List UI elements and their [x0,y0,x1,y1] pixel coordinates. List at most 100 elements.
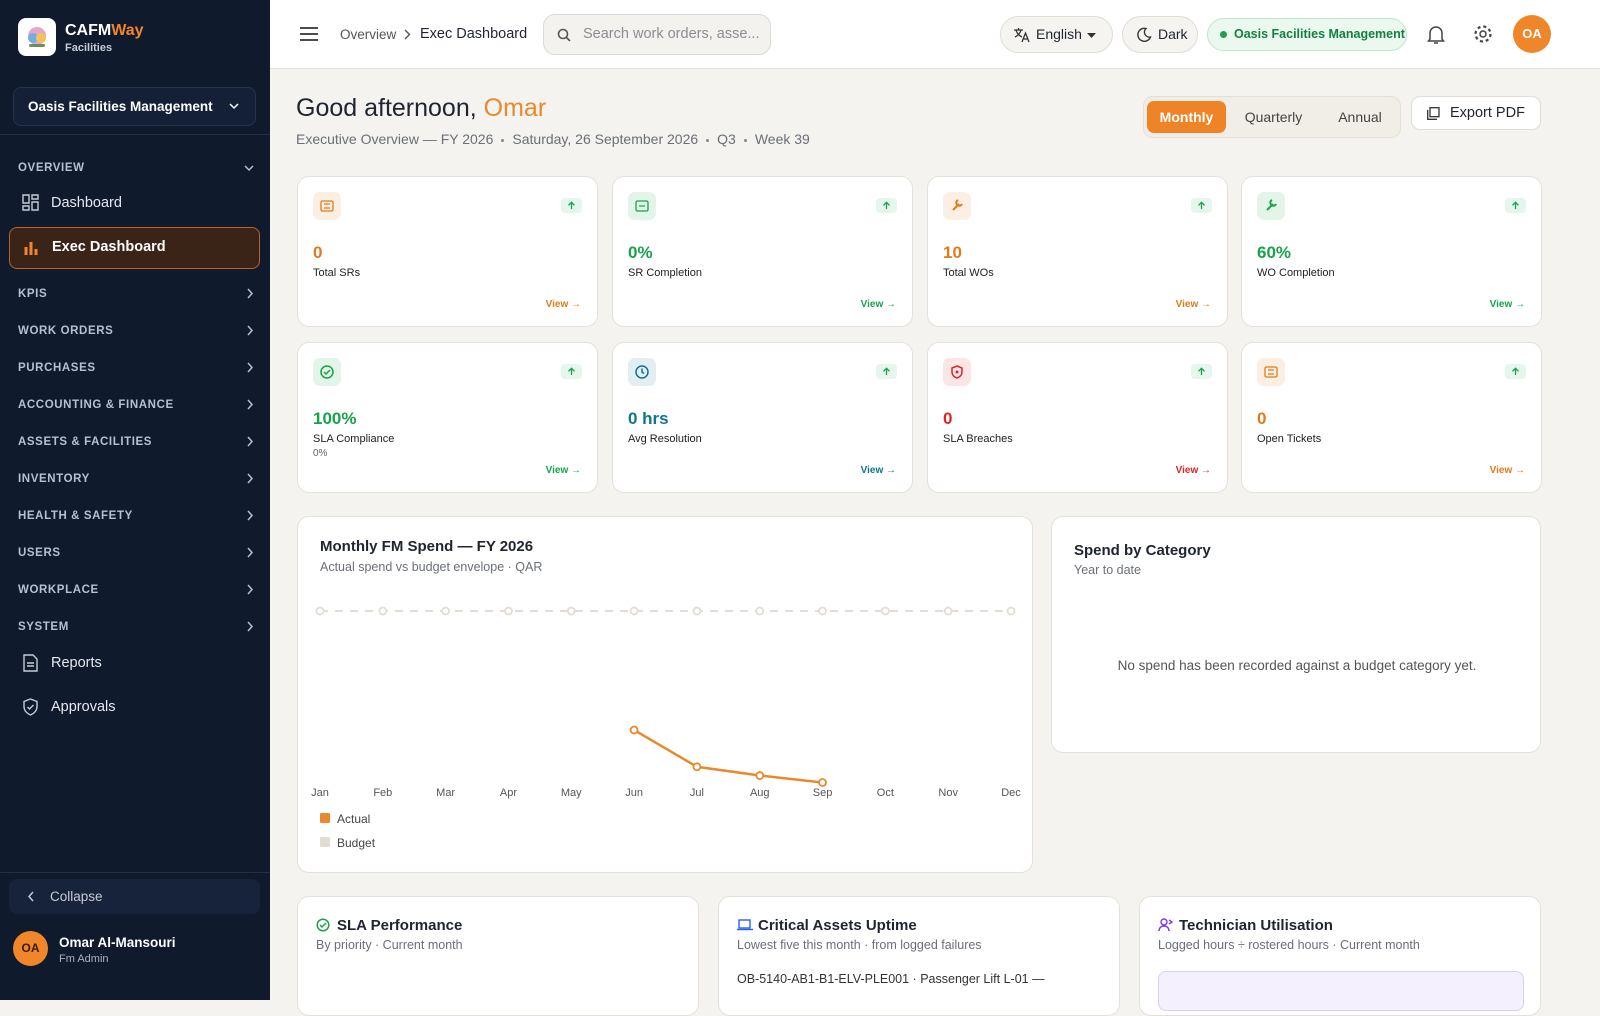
kpi-value: 0 [1257,409,1267,428]
nav-section[interactable]: SYSTEM [18,617,258,637]
org-select[interactable]: Oasis Facilities Management [13,87,256,126]
kpi-label: WO Completion [1257,267,1335,279]
x-tick-label: Jun [625,787,643,799]
breadcrumb-root[interactable]: Overview [340,27,397,42]
x-tick-label: Sep [813,787,833,799]
avatar[interactable]: OA [1513,15,1551,53]
kpi-card: 60% WO Completion View → [1241,176,1542,327]
search[interactable]: Search work orders, asse... [543,14,771,55]
kpi-value: 0% [628,243,653,262]
brand-b: Way [111,22,144,39]
legend-swatch [320,837,330,847]
trend-badge [876,364,897,379]
export-button[interactable]: Export PDF [1411,96,1541,130]
series-point [441,606,451,616]
kpi-icon [313,358,341,386]
period-tab[interactable]: Annual [1338,109,1382,125]
logo [18,18,56,56]
nav-section-label: PURCHASES [18,362,96,374]
header-meta: Executive Overview — FY 2026 Saturday, 26… [296,131,810,147]
brand: CAFMWay [65,22,144,40]
spend-card: Monthly FM Spend — FY 2026 Actual spend … [297,516,1033,873]
series-point [880,606,890,616]
trend-badge [561,364,582,379]
nav-section[interactable]: WORKPLACE [18,580,258,600]
nav-link-label: Approvals [51,699,116,715]
kpi-icon [1257,358,1285,386]
divider [0,872,270,873]
nav-section[interactable]: PURCHASES [18,358,258,378]
nav-link[interactable]: Approvals [9,687,260,727]
bell[interactable] [1427,25,1445,45]
category-card: Spend by Category Year to date No spend … [1051,516,1541,753]
category-subtitle: Year to date [1074,563,1141,577]
kpi-link[interactable]: View → [1175,299,1211,310]
collapse[interactable]: Collapse [9,879,260,914]
nav-link-label: Dashboard [51,195,122,211]
period-tab[interactable]: Monthly [1147,101,1226,133]
kpi-link[interactable]: View → [545,465,581,476]
nav-section[interactable]: WORK ORDERS [18,321,258,341]
separator [743,138,747,142]
kpi-link[interactable]: View → [1175,465,1211,476]
greeting: Good afternoon, Omar [296,94,546,123]
separator [501,138,505,142]
kpi-icon [943,358,971,386]
nav-section-label: SYSTEM [18,621,69,633]
chart-subtitle: Actual spend vs budget envelope · QAR [320,560,542,574]
kpi-link[interactable]: View → [1489,465,1525,476]
chart: Monthly FM Spend — FY 2026 Actual spend … [311,538,1021,850]
series-point [566,606,576,616]
util-card: Technician Utilisation Logged hours ÷ ro… [1139,896,1541,1016]
kpi-link[interactable]: View → [860,299,896,310]
kpi-card: 0% SR Completion View → [612,176,913,327]
kpi-sub: 0% [313,448,328,459]
theme[interactable]: Dark [1122,16,1198,53]
nav-section[interactable]: HEALTH & SAFETY [18,506,258,526]
series-point [378,606,388,616]
x-tick-label: May [561,787,582,799]
sla-card: SLA Performance By priority · Current mo… [297,896,699,1016]
nav-link[interactable]: Dashboard [9,183,260,223]
kpi-value: 0 [943,409,953,428]
series-point [755,771,765,780]
nav-link-label: Exec Dashboard [52,239,166,255]
period-tabs: Monthly Quarterly Annual [1143,96,1401,138]
divider [0,134,270,135]
user-role: Fm Admin [59,953,109,965]
language[interactable]: English [1000,16,1113,53]
trend-badge [1505,198,1526,213]
util-bar [1158,971,1524,1011]
series-point [504,606,513,616]
kpi-link[interactable]: View → [860,465,896,476]
brand-sub: Facilities [65,42,113,54]
nav-link[interactable]: Exec Dashboard [9,227,260,269]
nav-section-label: KPIS [18,288,48,300]
kpi-icon [943,192,971,220]
kpi-link[interactable]: View → [545,299,581,310]
category-title: Spend by Category [1074,542,1211,559]
nav-section-label: ACCOUNTING & FINANCE [18,399,174,411]
nav-link[interactable]: Reports [9,643,260,683]
nav-section[interactable]: OVERVIEW [18,158,258,178]
x-tick-label: Oct [877,787,894,799]
greeting-name: Omar [483,94,547,122]
settings[interactable] [1473,24,1493,44]
nav-section[interactable]: ACCOUNTING & FINANCE [18,395,258,415]
nav-section[interactable]: KPIS [18,284,258,304]
nav-section-label: INVENTORY [18,473,90,485]
nav-section-label: HEALTH & SAFETY [18,510,133,522]
kpi-link[interactable]: View → [1489,299,1525,310]
breadcrumb-current: Exec Dashboard [420,26,528,42]
menu-icon[interactable] [300,27,318,41]
series-point [629,725,639,735]
util-title: Technician Utilisation [1179,917,1333,934]
series-point [818,606,827,616]
sla-subtitle: By priority · Current month [316,938,463,952]
nav-section[interactable]: INVENTORY [18,469,258,489]
org-badge-label: Oasis Facilities Management [1234,27,1405,41]
nav-section[interactable]: ASSETS & FACILITIES [18,432,258,452]
period-tab[interactable]: Quarterly [1244,109,1303,125]
nav-section[interactable]: USERS [18,543,258,563]
